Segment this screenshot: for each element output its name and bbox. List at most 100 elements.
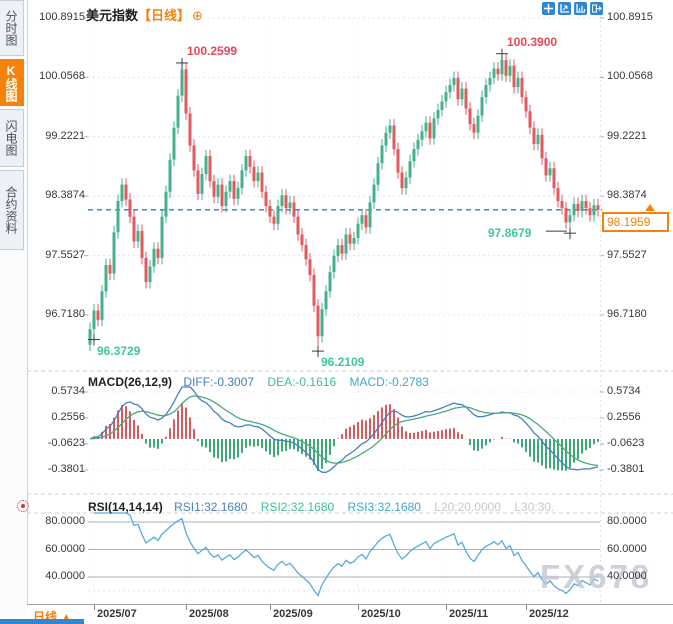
candle-body — [380, 145, 384, 164]
sidebar-tab-contract-info[interactable]: 合约资料 — [0, 170, 24, 250]
candle-body — [136, 230, 140, 242]
macd-dea-line — [89, 395, 599, 467]
candle-body — [252, 166, 256, 182]
price-axis-label-left: 97.5527 — [45, 248, 85, 261]
bar-scale-icon[interactable] — [574, 2, 587, 15]
add-indicator-icon[interactable]: ⊕ — [192, 8, 203, 23]
sidebar-tab-kline-chart[interactable]: K线图 — [0, 59, 24, 106]
price-axis-label-right: 99.2221 — [607, 129, 647, 142]
candle-body — [364, 215, 368, 228]
candle-body — [324, 291, 328, 310]
rsi-axis-label-right: 80.0000 — [607, 515, 647, 527]
current-price-tag: 98.1959 — [602, 212, 669, 232]
month-tick — [446, 605, 447, 610]
candle-body — [500, 60, 504, 75]
candle-body — [180, 69, 184, 96]
macd-macd-value: MACD:-0.2783 — [349, 375, 429, 389]
crosshair-icon[interactable] — [542, 2, 555, 15]
candle-body — [384, 132, 388, 146]
target-icon[interactable] — [17, 500, 29, 512]
candle-body — [540, 134, 544, 159]
candle-body — [516, 77, 520, 88]
candle-body — [536, 134, 540, 145]
price-axis-label-left: 98.3874 — [45, 189, 85, 202]
candle-body — [216, 184, 220, 197]
candle-body — [320, 309, 324, 337]
candle-body — [188, 113, 192, 146]
rsi-axis-label-left: 40.0000 — [45, 570, 85, 582]
candle-body — [504, 60, 508, 76]
chart-toolbar — [542, 2, 603, 15]
candle-body — [496, 68, 500, 75]
date-label: 2025/10 — [361, 608, 401, 620]
candle-body — [444, 92, 448, 102]
scale-axis-icon[interactable] — [558, 2, 571, 15]
date-label: 2025/12 — [529, 608, 569, 620]
candle-body — [220, 184, 224, 206]
candle-body — [368, 202, 372, 228]
rsi-axis-label-right: 60.0000 — [607, 542, 647, 555]
candle-body — [552, 168, 556, 189]
candle-body — [184, 69, 188, 114]
candle-body — [420, 131, 424, 140]
date-label: 2025/07 — [97, 608, 137, 620]
candle-body — [360, 215, 364, 224]
candle-body — [440, 101, 444, 110]
candle-body — [460, 88, 464, 100]
candle-body — [432, 118, 436, 139]
macd-axis-label-left: 0.2556 — [51, 410, 85, 423]
candle-body — [508, 65, 512, 76]
candle-body — [456, 77, 460, 100]
candle-body — [512, 65, 516, 88]
candle-body — [160, 216, 164, 258]
candle-body — [232, 181, 236, 199]
candle-body — [288, 202, 292, 209]
candle-body — [88, 329, 92, 345]
price-annotation: 96.3729 — [97, 343, 141, 358]
candle-body — [564, 208, 568, 223]
macd-diff-value: DIFF:-0.3007 — [183, 375, 255, 389]
candle-body — [264, 191, 268, 206]
candle-body — [116, 200, 120, 233]
candle-body — [372, 184, 376, 203]
candle-body — [244, 156, 248, 171]
candle-body — [344, 234, 348, 254]
exit-icon[interactable] — [590, 2, 603, 15]
candle-body — [300, 234, 304, 246]
candle-body — [484, 84, 488, 98]
candle-body — [256, 172, 260, 182]
month-tick — [526, 605, 527, 610]
candle-body — [336, 245, 340, 256]
rsi-axis-label-left: 60.0000 — [45, 542, 85, 555]
page-title: 美元指数 — [86, 8, 139, 23]
candle-body — [100, 291, 104, 320]
candle-body — [176, 95, 180, 128]
candle-body — [492, 68, 496, 78]
month-tick — [186, 605, 187, 610]
candle-body — [544, 158, 548, 176]
candle-body — [532, 127, 536, 145]
chart-header: 美元指数【日线】 ⊕ — [86, 5, 207, 24]
candle-body — [212, 181, 216, 197]
candle-body — [112, 232, 116, 274]
candle-body — [404, 177, 408, 189]
candle-body — [272, 216, 276, 224]
month-tick — [270, 605, 271, 610]
macd-diff-line — [89, 386, 599, 473]
sidebar-tab-flash-chart[interactable]: 闪电图 — [0, 109, 24, 167]
macd-name: MACD(26,12,9) — [88, 375, 173, 389]
candle-body — [348, 234, 352, 244]
candle-body — [468, 108, 472, 125]
sidebar-tab-time-chart[interactable]: 分时图 — [0, 0, 24, 56]
candle-body — [376, 163, 380, 185]
candle-body — [528, 111, 532, 128]
candle-body — [476, 115, 480, 133]
price-axis-label-left: 99.2221 — [45, 129, 85, 142]
candle-body — [284, 195, 288, 209]
price-axis-label-right: 97.5527 — [607, 248, 647, 261]
price-axis-label-left: 96.7180 — [45, 307, 85, 320]
candle-body — [580, 200, 584, 211]
price-axis-label-left: 100.0568 — [39, 70, 85, 83]
